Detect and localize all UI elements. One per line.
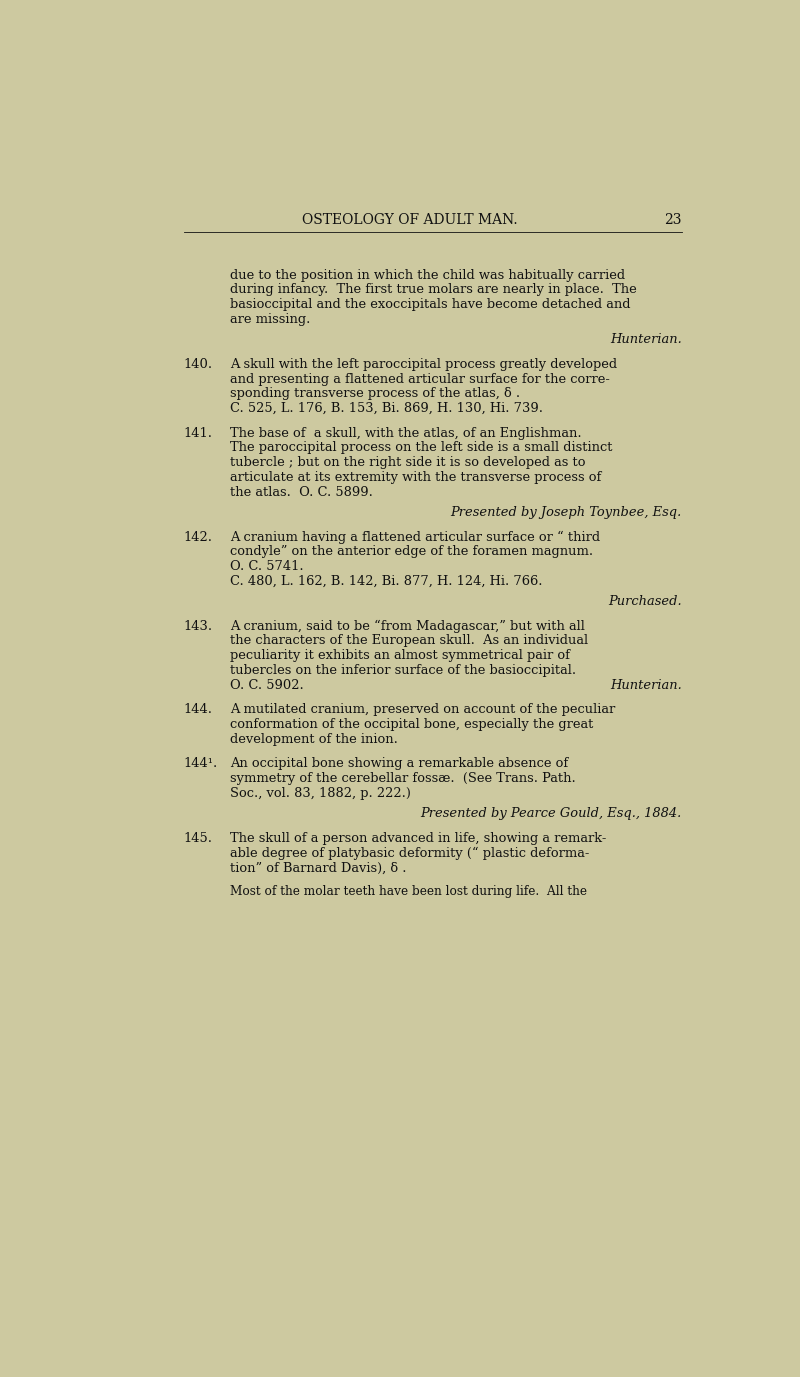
Text: The skull of a person advanced in life, showing a remark-: The skull of a person advanced in life, … xyxy=(230,832,606,844)
Text: 144.: 144. xyxy=(184,704,213,716)
Text: the characters of the European skull.  As an individual: the characters of the European skull. As… xyxy=(230,635,588,647)
Text: Hunterian.: Hunterian. xyxy=(610,333,682,346)
Text: Presented by Pearce Gould, Esq., 1884.: Presented by Pearce Gould, Esq., 1884. xyxy=(420,807,682,821)
Text: condyle” on the anterior edge of the foramen magnum.: condyle” on the anterior edge of the for… xyxy=(230,545,594,558)
Text: the atlas.  O. C. 5899.: the atlas. O. C. 5899. xyxy=(230,486,373,498)
Text: C. 480, L. 162, B. 142, Bi. 877, H. 124, Hi. 766.: C. 480, L. 162, B. 142, Bi. 877, H. 124,… xyxy=(230,576,542,588)
Text: able degree of platybasic deformity (“ plastic deforma-: able degree of platybasic deformity (“ p… xyxy=(230,847,590,859)
Text: The paroccipital process on the left side is a small distinct: The paroccipital process on the left sid… xyxy=(230,442,613,454)
Text: articulate at its extremity with the transverse process of: articulate at its extremity with the tra… xyxy=(230,471,602,485)
Text: symmetry of the cerebellar fossæ.  (See Trans. Path.: symmetry of the cerebellar fossæ. (See T… xyxy=(230,772,576,785)
Text: The base of  a skull, with the atlas, of an Englishman.: The base of a skull, with the atlas, of … xyxy=(230,427,582,439)
Text: 142.: 142. xyxy=(184,530,213,544)
Text: Soc., vol. 83, 1882, p. 222.): Soc., vol. 83, 1882, p. 222.) xyxy=(230,788,411,800)
Text: 145.: 145. xyxy=(184,832,213,844)
Text: due to the position in which the child was habitually carried: due to the position in which the child w… xyxy=(230,269,626,282)
Text: development of the inion.: development of the inion. xyxy=(230,733,398,746)
Text: and presenting a flattened articular surface for the corre-: and presenting a flattened articular sur… xyxy=(230,373,610,386)
Text: sponding transverse process of the atlas, δ .: sponding transverse process of the atlas… xyxy=(230,387,520,401)
Text: C. 525, L. 176, B. 153, Bi. 869, H. 130, Hi. 739.: C. 525, L. 176, B. 153, Bi. 869, H. 130,… xyxy=(230,402,543,416)
Text: Purchased.: Purchased. xyxy=(608,595,682,609)
Text: during infancy.  The first true molars are nearly in place.  The: during infancy. The first true molars ar… xyxy=(230,284,637,296)
Text: A cranium having a flattened articular surface or “ third: A cranium having a flattened articular s… xyxy=(230,530,600,544)
Text: basioccipital and the exoccipitals have become detached and: basioccipital and the exoccipitals have … xyxy=(230,299,630,311)
Text: are missing.: are missing. xyxy=(230,313,310,326)
Text: peculiarity it exhibits an almost symmetrical pair of: peculiarity it exhibits an almost symmet… xyxy=(230,650,570,662)
Text: Hunterian.: Hunterian. xyxy=(610,679,682,693)
Text: 144¹.: 144¹. xyxy=(184,757,218,770)
Text: A cranium, said to be “from Madagascar,” but with all: A cranium, said to be “from Madagascar,”… xyxy=(230,620,585,633)
Text: Most of the molar teeth have been lost during life.  All the: Most of the molar teeth have been lost d… xyxy=(230,884,587,898)
Text: tubercle ; but on the right side it is so developed as to: tubercle ; but on the right side it is s… xyxy=(230,456,586,470)
Text: A skull with the left paroccipital process greatly developed: A skull with the left paroccipital proce… xyxy=(230,358,618,370)
Text: Presented by Joseph Toynbee, Esq.: Presented by Joseph Toynbee, Esq. xyxy=(450,507,682,519)
Text: O. C. 5741.: O. C. 5741. xyxy=(230,560,304,573)
Text: 140.: 140. xyxy=(184,358,213,370)
Text: OSTEOLOGY OF ADULT MAN.: OSTEOLOGY OF ADULT MAN. xyxy=(302,213,518,227)
Text: O. C. 5902.: O. C. 5902. xyxy=(230,679,304,693)
Text: conformation of the occipital bone, especially the great: conformation of the occipital bone, espe… xyxy=(230,719,594,731)
Text: tion” of Barnard Davis), δ .: tion” of Barnard Davis), δ . xyxy=(230,862,406,874)
Text: 141.: 141. xyxy=(184,427,213,439)
Text: 143.: 143. xyxy=(184,620,213,632)
Text: 23: 23 xyxy=(664,213,682,227)
Text: tubercles on the inferior surface of the basioccipital.: tubercles on the inferior surface of the… xyxy=(230,664,576,677)
Text: A mutilated cranium, preserved on account of the peculiar: A mutilated cranium, preserved on accoun… xyxy=(230,704,615,716)
Text: An occipital bone showing a remarkable absence of: An occipital bone showing a remarkable a… xyxy=(230,757,569,770)
